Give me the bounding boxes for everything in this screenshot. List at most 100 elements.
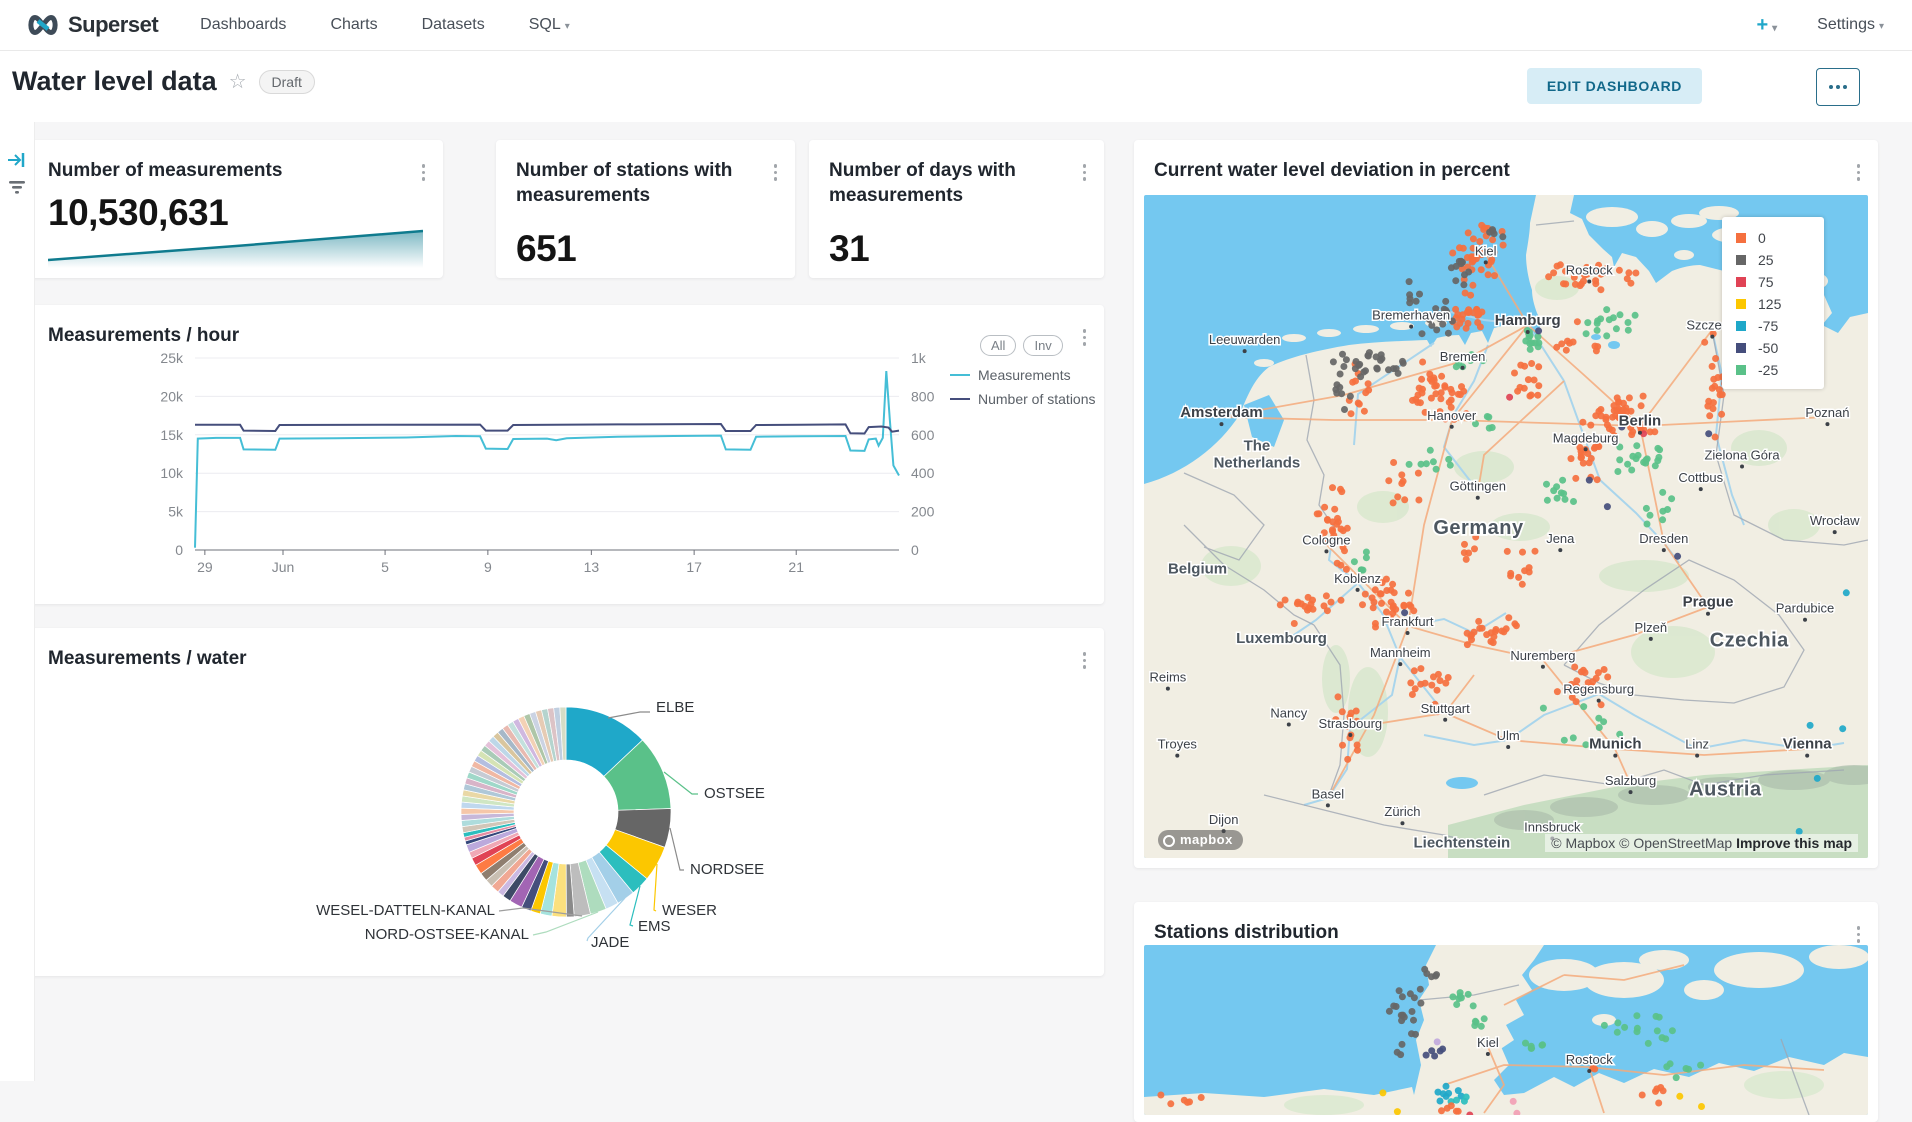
station-dot[interactable] xyxy=(1676,1093,1683,1100)
station-dot[interactable] xyxy=(1334,381,1341,388)
map-legend-item[interactable]: 0 xyxy=(1736,227,1824,249)
station-dot[interactable] xyxy=(1550,269,1557,276)
station-dot[interactable] xyxy=(1472,1018,1479,1025)
station-dot[interactable] xyxy=(1718,411,1725,418)
station-dot[interactable] xyxy=(1580,667,1587,674)
chart-options-menu[interactable] xyxy=(1079,160,1091,185)
station-dot[interactable] xyxy=(1356,401,1363,408)
station-dot[interactable] xyxy=(1614,1019,1621,1026)
station-dot[interactable] xyxy=(1443,1083,1450,1090)
station-dot[interactable] xyxy=(1719,391,1726,398)
station-dot[interactable] xyxy=(1401,496,1408,503)
station-dot[interactable] xyxy=(1550,487,1557,494)
station-dot[interactable] xyxy=(1455,1087,1462,1094)
station-dot[interactable] xyxy=(1674,553,1681,560)
station-dot[interactable] xyxy=(1432,973,1439,980)
station-dot[interactable] xyxy=(1421,966,1428,973)
station-dot[interactable] xyxy=(1418,376,1425,383)
station-dot[interactable] xyxy=(1485,271,1492,278)
station-dot[interactable] xyxy=(1600,718,1607,725)
station-dot[interactable] xyxy=(1701,339,1708,346)
station-dot[interactable] xyxy=(1510,1098,1517,1105)
station-dot[interactable] xyxy=(1419,390,1426,397)
station-dot[interactable] xyxy=(1597,406,1604,413)
station-dot[interactable] xyxy=(1337,371,1344,378)
station-dot[interactable] xyxy=(1668,495,1675,502)
station-dot[interactable] xyxy=(1614,468,1621,475)
station-dot[interactable] xyxy=(1343,356,1350,363)
station-dot[interactable] xyxy=(1562,281,1569,288)
station-dot[interactable] xyxy=(1354,742,1361,749)
station-dot[interactable] xyxy=(1465,229,1472,236)
station-dot[interactable] xyxy=(1416,291,1423,298)
station-dot[interactable] xyxy=(1461,541,1468,548)
station-dot[interactable] xyxy=(1528,392,1535,399)
station-dot[interactable] xyxy=(1633,442,1640,449)
station-dot[interactable] xyxy=(1323,592,1330,599)
station-dot[interactable] xyxy=(1467,633,1474,640)
add-new-button[interactable]: +▾ xyxy=(1756,14,1777,37)
station-dot[interactable] xyxy=(1577,282,1584,289)
station-dot[interactable] xyxy=(1712,355,1719,362)
map-legend-item[interactable]: 75 xyxy=(1736,271,1824,293)
station-dot[interactable] xyxy=(1644,521,1651,528)
station-dot[interactable] xyxy=(1535,382,1542,389)
station-dot[interactable] xyxy=(1445,330,1452,337)
station-dot[interactable] xyxy=(1617,311,1624,318)
station-dot[interactable] xyxy=(1378,600,1385,607)
station-dot[interactable] xyxy=(1398,471,1405,478)
station-dot[interactable] xyxy=(1544,497,1551,504)
station-dot[interactable] xyxy=(1298,600,1305,607)
station-dot[interactable] xyxy=(1613,325,1620,332)
station-dot[interactable] xyxy=(1407,679,1414,686)
station-dot[interactable] xyxy=(1632,270,1639,277)
station-dot[interactable] xyxy=(1413,298,1420,305)
station-dot[interactable] xyxy=(1363,554,1370,561)
station-dot[interactable] xyxy=(1601,666,1608,673)
station-dot[interactable] xyxy=(1433,466,1440,473)
station-dot[interactable] xyxy=(1448,264,1455,271)
station-dot[interactable] xyxy=(1355,362,1362,369)
station-dot[interactable] xyxy=(1559,477,1566,484)
station-dot[interactable] xyxy=(1400,478,1407,485)
station-dot[interactable] xyxy=(1431,1053,1438,1060)
station-dot[interactable] xyxy=(1362,367,1369,374)
station-dot[interactable] xyxy=(1339,708,1346,715)
station-dot[interactable] xyxy=(1570,734,1577,741)
station-dot[interactable] xyxy=(1452,277,1459,284)
station-dot[interactable] xyxy=(1558,489,1565,496)
station-dot[interactable] xyxy=(1566,340,1573,347)
station-dot[interactable] xyxy=(1592,343,1599,350)
station-dot[interactable] xyxy=(1449,993,1456,1000)
nav-datasets[interactable]: Datasets xyxy=(422,16,485,34)
station-dot[interactable] xyxy=(1434,687,1441,694)
station-dot[interactable] xyxy=(1643,505,1650,512)
station-dot[interactable] xyxy=(1328,599,1335,606)
station-dot[interactable] xyxy=(1527,346,1534,353)
station-dot[interactable] xyxy=(1571,664,1578,671)
station-dot[interactable] xyxy=(1500,242,1507,249)
station-dot[interactable] xyxy=(1351,558,1358,565)
station-dot[interactable] xyxy=(1456,320,1463,327)
station-dot[interactable] xyxy=(1461,271,1468,278)
station-dot[interactable] xyxy=(1515,574,1522,581)
station-dot[interactable] xyxy=(1390,499,1397,506)
station-dot[interactable] xyxy=(1309,597,1316,604)
station-dot[interactable] xyxy=(1640,393,1647,400)
station-dot[interactable] xyxy=(1562,496,1569,503)
station-dot[interactable] xyxy=(1385,477,1392,484)
station-dot[interactable] xyxy=(1705,398,1712,405)
station-dot[interactable] xyxy=(1609,414,1616,421)
station-dot[interactable] xyxy=(1592,277,1599,284)
station-dot[interactable] xyxy=(1499,233,1506,240)
station-dot[interactable] xyxy=(1655,1100,1662,1107)
station-dot[interactable] xyxy=(1428,395,1435,402)
station-dot[interactable] xyxy=(1535,363,1542,370)
station-dot[interactable] xyxy=(1586,477,1593,484)
station-dot[interactable] xyxy=(1406,461,1413,468)
station-dot[interactable] xyxy=(1435,671,1442,678)
station-dot[interactable] xyxy=(1437,395,1444,402)
station-dot[interactable] xyxy=(1624,461,1631,468)
filter-icon[interactable] xyxy=(8,180,26,196)
station-dot[interactable] xyxy=(1489,236,1496,243)
